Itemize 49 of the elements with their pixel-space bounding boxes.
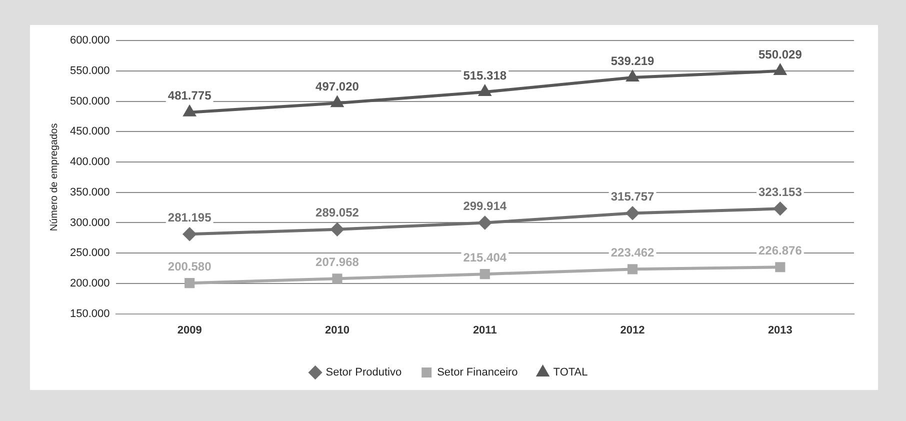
data-label: 215.404 xyxy=(463,250,507,264)
data-label: 515.318 xyxy=(463,68,507,82)
legend-label: Setor Financeiro xyxy=(437,366,518,379)
x-tick-label: 2011 xyxy=(472,324,497,336)
y-tick-label: 150.000 xyxy=(70,308,110,320)
y-tick-label: 550.000 xyxy=(70,64,110,77)
y-tick-label: 500.000 xyxy=(70,95,110,108)
data-label: 481.775 xyxy=(168,88,212,103)
data-label: 223.462 xyxy=(610,246,655,260)
data-label: 539.219 xyxy=(610,54,655,68)
y-tick-label: 350.000 xyxy=(70,186,110,198)
point xyxy=(184,278,195,288)
point xyxy=(774,64,786,75)
point xyxy=(627,264,638,274)
point xyxy=(626,71,638,82)
point xyxy=(184,106,196,116)
point xyxy=(626,206,640,220)
y-tick-label: 600.000 xyxy=(70,34,110,47)
data-label: 497.020 xyxy=(316,79,360,94)
y-tick-label: 450.000 xyxy=(70,126,110,138)
x-tick-label: 2013 xyxy=(768,324,792,336)
data-label: 323.153 xyxy=(758,184,802,199)
point xyxy=(478,216,492,230)
data-label: 207.968 xyxy=(316,254,360,269)
point xyxy=(480,269,490,280)
y-axis-title: Número de empregados xyxy=(48,123,60,232)
y-tick-label: 400.000 xyxy=(70,156,110,168)
y-tick-label: 250.000 xyxy=(70,247,110,260)
point xyxy=(330,222,344,236)
point xyxy=(775,262,786,272)
data-label: 200.580 xyxy=(168,259,212,274)
data-label: 289.052 xyxy=(316,206,360,220)
point xyxy=(332,274,342,284)
data-label: 299.914 xyxy=(463,199,507,214)
y-tick-label: 200.000 xyxy=(70,277,110,290)
data-label: 226.876 xyxy=(758,243,802,258)
x-tick-label: 2010 xyxy=(324,324,350,336)
legend-label: Setor Produtivo xyxy=(326,366,402,379)
data-label: 315.757 xyxy=(610,189,655,204)
x-tick-label: 2009 xyxy=(177,324,202,336)
data-label: 550.029 xyxy=(758,47,802,62)
x-tick-label: 2012 xyxy=(620,324,645,336)
legend-label: TOTAL xyxy=(553,366,588,379)
point xyxy=(183,228,196,241)
data-label: 281.195 xyxy=(168,210,212,224)
point xyxy=(774,202,787,216)
point xyxy=(479,86,491,96)
y-tick-label: 300.000 xyxy=(70,216,110,229)
point xyxy=(331,96,344,108)
